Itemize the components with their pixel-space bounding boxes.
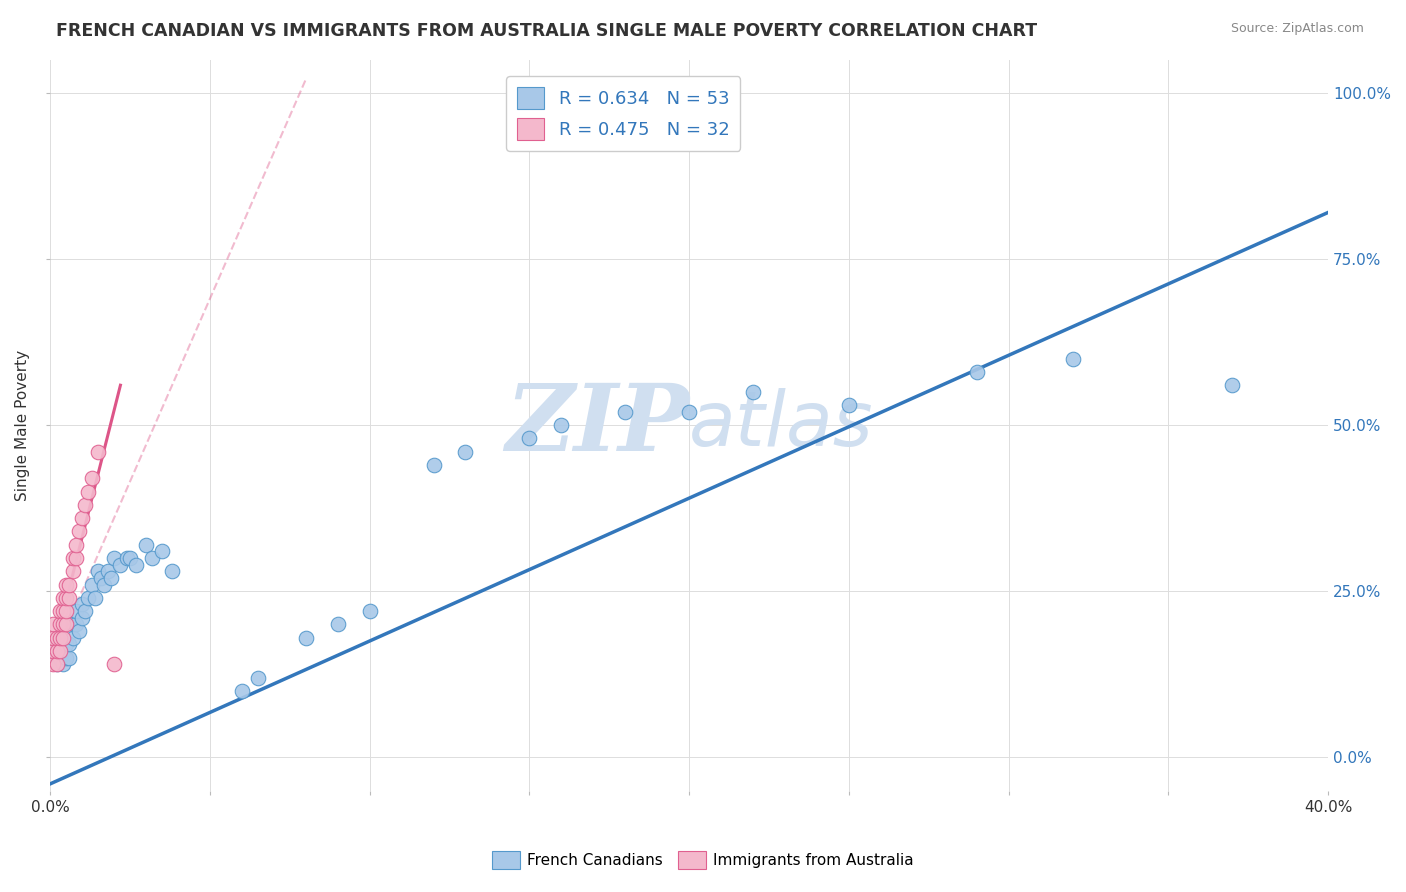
Point <box>65 617 87 632</box>
Point <box>614 405 637 419</box>
Point <box>125 558 148 572</box>
Point <box>966 365 988 379</box>
Point <box>87 444 110 458</box>
Point <box>45 657 67 672</box>
Point <box>103 551 125 566</box>
Point <box>52 591 75 605</box>
Point <box>48 650 70 665</box>
Point <box>519 431 541 445</box>
Point <box>77 484 100 499</box>
Point <box>52 657 75 672</box>
Point <box>52 644 75 658</box>
Point <box>55 650 77 665</box>
Point <box>48 617 70 632</box>
Point <box>1220 378 1243 392</box>
Legend: R = 0.634   N = 53, R = 0.475   N = 32: R = 0.634 N = 53, R = 0.475 N = 32 <box>506 76 741 151</box>
Point <box>52 631 75 645</box>
Point <box>70 511 93 525</box>
Point <box>55 637 77 651</box>
Point <box>75 604 97 618</box>
Point <box>58 650 80 665</box>
Point <box>246 671 269 685</box>
Point <box>55 591 77 605</box>
Point <box>454 444 477 458</box>
Point <box>52 617 75 632</box>
Point <box>45 631 67 645</box>
Point <box>55 577 77 591</box>
Point <box>48 631 70 645</box>
Point <box>326 617 349 632</box>
Point <box>55 604 77 618</box>
Point <box>65 538 87 552</box>
Point <box>48 604 70 618</box>
Point <box>62 551 84 566</box>
Point <box>87 564 110 578</box>
Point <box>118 551 141 566</box>
Point <box>62 564 84 578</box>
Point <box>80 471 103 485</box>
Point <box>422 458 444 472</box>
Text: Source: ZipAtlas.com: Source: ZipAtlas.com <box>1230 22 1364 36</box>
Point <box>742 384 765 399</box>
Point <box>838 398 860 412</box>
Point <box>1062 351 1084 366</box>
Y-axis label: Single Male Poverty: Single Male Poverty <box>15 350 30 500</box>
Point <box>70 611 93 625</box>
Point <box>65 604 87 618</box>
Point <box>97 564 120 578</box>
Point <box>42 650 65 665</box>
Point <box>48 631 70 645</box>
Legend: French Canadians, Immigrants from Australia: French Canadians, Immigrants from Austra… <box>486 845 920 875</box>
Point <box>62 617 84 632</box>
Point <box>678 405 700 419</box>
Point <box>42 637 65 651</box>
Point <box>48 644 70 658</box>
Point <box>58 637 80 651</box>
Point <box>110 558 132 572</box>
Point <box>42 617 65 632</box>
Point <box>58 591 80 605</box>
Point <box>58 577 80 591</box>
Point <box>55 617 77 632</box>
Point <box>359 604 381 618</box>
Point <box>141 551 163 566</box>
Point <box>100 571 122 585</box>
Point <box>65 551 87 566</box>
Point <box>75 498 97 512</box>
Point <box>45 657 67 672</box>
Point <box>83 591 105 605</box>
Point <box>70 598 93 612</box>
Point <box>93 577 115 591</box>
Point <box>90 571 112 585</box>
Point <box>62 631 84 645</box>
Point <box>45 644 67 658</box>
Point <box>550 418 572 433</box>
Point <box>294 631 316 645</box>
Text: FRENCH CANADIAN VS IMMIGRANTS FROM AUSTRALIA SINGLE MALE POVERTY CORRELATION CHA: FRENCH CANADIAN VS IMMIGRANTS FROM AUSTR… <box>56 22 1038 40</box>
Point <box>80 577 103 591</box>
Point <box>45 644 67 658</box>
Point <box>77 591 100 605</box>
Point <box>52 604 75 618</box>
Point <box>231 684 253 698</box>
Point <box>42 657 65 672</box>
Text: atlas: atlas <box>689 388 873 462</box>
Point <box>160 564 183 578</box>
Point <box>42 631 65 645</box>
Point <box>42 644 65 658</box>
Point <box>115 551 138 566</box>
Point <box>67 624 90 638</box>
Point <box>67 524 90 539</box>
Point <box>135 538 157 552</box>
Point <box>103 657 125 672</box>
Text: ZIP: ZIP <box>505 380 689 470</box>
Point <box>150 544 173 558</box>
